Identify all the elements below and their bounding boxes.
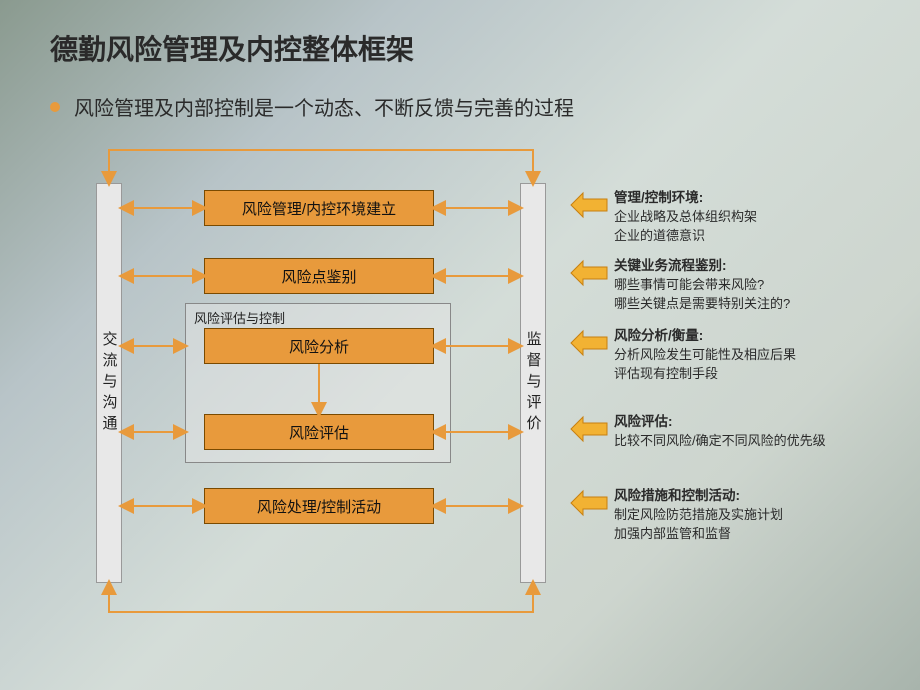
annotation-1: 关键业务流程鉴别:哪些事情可能会带来风险?哪些关键点是需要特别关注的? bbox=[614, 256, 790, 314]
right-pillar-label: 监督与评价 bbox=[523, 331, 544, 436]
annotation-4: 风险措施和控制活动:制定风险防范措施及实施计划加强内部监管和监督 bbox=[614, 486, 783, 544]
yellow-arrow-icon bbox=[571, 491, 607, 515]
bullet-row: 风险管理及内部控制是一个动态、不断反馈与完善的过程 bbox=[50, 92, 574, 121]
yellow-arrow-icon bbox=[571, 193, 607, 217]
yellow-arrow-icon bbox=[571, 261, 607, 285]
subtitle: 风险管理及内部控制是一个动态、不断反馈与完善的过程 bbox=[74, 92, 574, 121]
annotation-0: 管理/控制环境:企业战略及总体组织构架企业的道德意识 bbox=[614, 188, 757, 246]
process-box-b4: 风险评估 bbox=[204, 414, 434, 450]
right-pillar: 监督与评价 bbox=[520, 183, 546, 583]
left-pillar: 交流与沟通 bbox=[96, 183, 122, 583]
left-pillar-label: 交流与沟通 bbox=[99, 331, 120, 436]
yellow-arrow-icon bbox=[571, 417, 607, 441]
process-box-b1: 风险管理/内控环境建立 bbox=[204, 190, 434, 226]
group-label: 风险评估与控制 bbox=[194, 308, 285, 327]
annotation-2: 风险分析/衡量:分析风险发生可能性及相应后果评估现有控制手段 bbox=[614, 326, 796, 384]
process-box-b3: 风险分析 bbox=[204, 328, 434, 364]
annotation-3: 风险评估:比较不同风险/确定不同风险的优先级 bbox=[614, 412, 826, 451]
yellow-arrow-icon bbox=[571, 331, 607, 355]
process-box-b2: 风险点鉴别 bbox=[204, 258, 434, 294]
page-title: 德勤风险管理及内控整体框架 bbox=[50, 28, 414, 68]
process-box-b5: 风险处理/控制活动 bbox=[204, 488, 434, 524]
bullet-icon bbox=[50, 102, 60, 112]
